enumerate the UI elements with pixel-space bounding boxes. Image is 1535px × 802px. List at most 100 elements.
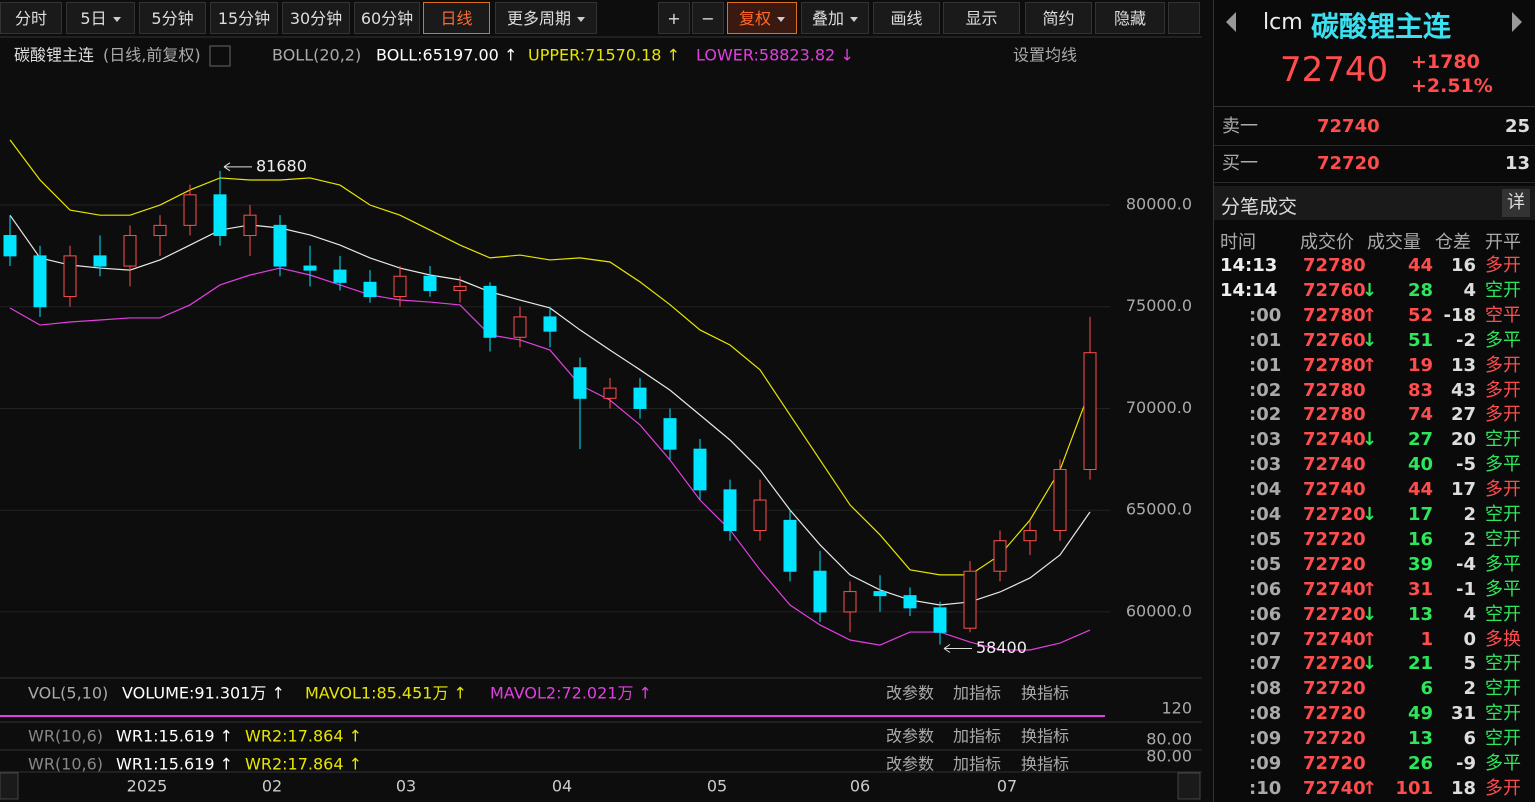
- trade-type: 空开: [1485, 279, 1521, 301]
- panel-button[interactable]: 换指标: [1021, 684, 1069, 703]
- toolbar-button[interactable]: 日线: [423, 2, 490, 34]
- trade-oi: -5: [1456, 454, 1476, 476]
- panel-button[interactable]: 换指标: [1021, 727, 1069, 746]
- toolbar-button[interactable]: −: [692, 2, 724, 34]
- trade-row: :05 72720 16 2 空开: [1214, 527, 1535, 552]
- trade-type: 空开: [1485, 528, 1521, 550]
- toolbar-button[interactable]: 15分钟: [210, 2, 278, 34]
- wr2: WR2:17.864 ↑: [245, 727, 362, 746]
- trade-type: 多平: [1485, 329, 1521, 351]
- candle-body: [123, 235, 137, 267]
- toolbar-button[interactable]: 叠加: [801, 2, 869, 34]
- trade-time: :02: [1249, 379, 1282, 401]
- toolbar-button[interactable]: 30分钟: [282, 2, 350, 34]
- help-icon[interactable]: [209, 45, 231, 67]
- toolbar-button[interactable]: 更多周期: [495, 2, 597, 34]
- panel-button[interactable]: 加指标: [953, 727, 1001, 746]
- trade-row: :03 72740 ↓ 27 20 空开: [1214, 427, 1535, 452]
- panel-button[interactable]: 加指标: [953, 755, 1001, 774]
- x-tick-label: 05: [707, 777, 727, 796]
- trade-price: 72720: [1303, 678, 1366, 700]
- extreme-label: 81680: [256, 156, 307, 175]
- column-header: 开平: [1485, 232, 1521, 253]
- panel-button[interactable]: 改参数: [886, 727, 934, 746]
- trade-oi: 31: [1450, 703, 1476, 725]
- candle-body: [273, 224, 287, 267]
- trade-price: 72740: [1303, 454, 1366, 476]
- trade-price: 72740: [1303, 479, 1366, 501]
- trade-type: 多开: [1485, 354, 1521, 376]
- panel-button[interactable]: 改参数: [886, 755, 934, 774]
- candle-body: [183, 194, 197, 226]
- chart-mode: (日线,前复权): [103, 46, 201, 65]
- toolbar-button[interactable]: 简约: [1025, 2, 1092, 34]
- scroll-right[interactable]: [1177, 772, 1201, 800]
- trade-price: 72720: [1303, 753, 1366, 774]
- candle-body: [843, 591, 857, 613]
- toolbar-button[interactable]: 60分钟: [354, 2, 420, 34]
- candle-body: [333, 269, 347, 283]
- next-arrow[interactable]: [1512, 12, 1522, 32]
- quote-name: 碳酸锂主连: [1311, 10, 1452, 43]
- toolbar-button[interactable]: 显示: [943, 2, 1020, 34]
- toolbar-button[interactable]: 隐藏: [1095, 2, 1165, 34]
- trade-row: :08 72720 6 2 空开: [1214, 676, 1535, 701]
- ma-setting[interactable]: 设置均线: [1013, 46, 1077, 65]
- candle-body: [933, 607, 947, 633]
- trade-oi: -9: [1456, 753, 1476, 774]
- trade-volume: 19: [1407, 354, 1433, 376]
- trade-row: :07 72740 ↑ 1 0 多换: [1214, 627, 1535, 652]
- trade-time: :09: [1249, 728, 1282, 750]
- scroll-left[interactable]: [0, 772, 19, 800]
- trade-type: 空开: [1485, 504, 1521, 525]
- order-label: 买一: [1222, 153, 1258, 174]
- candle-body: [93, 255, 107, 267]
- trade-volume: 28: [1407, 279, 1433, 301]
- trade-row: :02 72780 74 27 多开: [1214, 402, 1535, 427]
- toolbar-button[interactable]: +: [658, 2, 690, 34]
- trade-type: 多开: [1485, 379, 1521, 401]
- order-price: 72720: [1317, 153, 1380, 174]
- column-header: 仓差: [1435, 232, 1471, 253]
- toolbar-button[interactable]: 分时: [0, 2, 62, 34]
- trade-volume: 13: [1407, 603, 1433, 625]
- toolbar-button[interactable]: 复权: [727, 2, 797, 34]
- panel-button[interactable]: 加指标: [953, 684, 1001, 703]
- trade-type: 空开: [1485, 703, 1521, 725]
- trade-volume: 21: [1407, 653, 1433, 675]
- panel-button[interactable]: 改参数: [886, 684, 934, 703]
- trade-volume: 31: [1407, 578, 1433, 600]
- trade-price: 72760: [1303, 279, 1366, 301]
- trade-price: 72780: [1303, 379, 1366, 401]
- detail-button[interactable]: 详: [1502, 189, 1530, 217]
- trade-type: 多平: [1485, 578, 1521, 600]
- panel-button[interactable]: 换指标: [1021, 755, 1069, 774]
- column-header: 时间: [1220, 232, 1256, 253]
- candle-body: [663, 418, 677, 450]
- prev-arrow[interactable]: [1226, 12, 1236, 32]
- candle-body: [513, 316, 527, 338]
- toolbar-button[interactable]: 5日: [66, 2, 135, 34]
- background: [0, 0, 1205, 802]
- quote-change: +1780: [1411, 51, 1480, 73]
- y-tick-label: 80000.0: [1126, 195, 1192, 214]
- separator: [1214, 145, 1535, 146]
- trade-type: 空开: [1485, 678, 1521, 700]
- toolbar-button[interactable]: 画线: [873, 2, 940, 34]
- toolbar-button[interactable]: 5分钟: [139, 2, 206, 34]
- trade-row: :09 72720 26 -9 多平: [1214, 751, 1535, 776]
- trade-oi: 4: [1463, 603, 1476, 625]
- candle-body: [753, 499, 767, 532]
- candle-body: [213, 194, 227, 237]
- trade-row: :00 72780 ↑ 52 -18 空平: [1214, 303, 1535, 328]
- vol-name: VOL(5,10): [28, 684, 108, 703]
- wr1: WR1:15.619 ↑: [116, 755, 233, 774]
- vol-axis-label: 120: [1161, 699, 1192, 718]
- trade-row: 14:14 72760 ↓ 28 4 空开: [1214, 278, 1535, 303]
- trade-price: 72720: [1303, 504, 1366, 525]
- trade-time: :04: [1249, 479, 1282, 501]
- fullscreen-button[interactable]: [1168, 2, 1200, 34]
- trade-time: 14:13: [1220, 255, 1278, 276]
- trade-row: :10 72740 ↑ 101 18 多开: [1214, 776, 1535, 801]
